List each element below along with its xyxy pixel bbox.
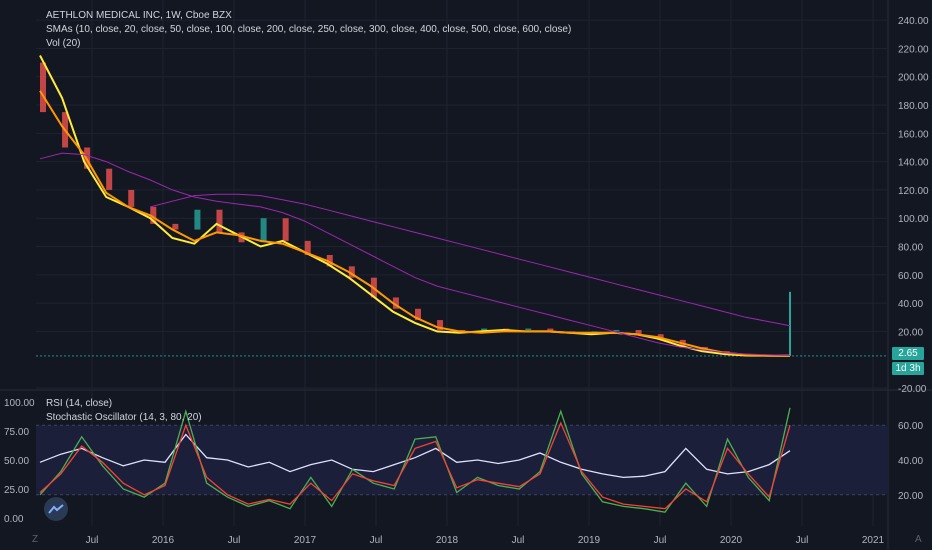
bar-countdown-badge: 1d 3h	[892, 362, 924, 375]
time-tick-label: Jul	[86, 535, 99, 546]
series-line-sma-200	[150, 193, 791, 327]
osc-right-tick: 60.00	[898, 421, 923, 432]
price-tick-label: 220.00	[898, 44, 929, 55]
price-candle	[260, 218, 267, 243]
timezone-toggle[interactable]: Z	[32, 534, 39, 545]
osc-right-tick: 40.00	[898, 456, 923, 467]
time-tick-label: 2016	[152, 535, 175, 546]
sma-legend[interactable]: SMAs (10, close, 20, close, 50, close, 1…	[46, 24, 572, 35]
price-candle	[348, 266, 355, 278]
price-tick-label: 120.00	[898, 186, 929, 197]
price-candle	[437, 320, 444, 330]
price-tick-label: 100.00	[898, 214, 929, 225]
chart-title: AETHLON MEDICAL INC, 1W, Cboe BZX	[46, 10, 232, 21]
price-tick-label: 140.00	[898, 158, 929, 169]
price-tick-label: 180.00	[898, 101, 929, 112]
series-line-sma-10	[39, 55, 791, 357]
price-candle	[216, 209, 223, 233]
time-tick-label: Jul	[796, 535, 809, 546]
price-tick-label: 160.00	[898, 129, 929, 140]
price-tick-label: 20.00	[898, 327, 923, 338]
price-tick-label: 240.00	[898, 16, 929, 27]
price-candle	[172, 223, 179, 230]
osc-left-tick: 50.00	[4, 456, 29, 467]
time-tick-label: 2021	[862, 535, 885, 546]
price-tick-label: 200.00	[898, 73, 929, 84]
oscillator-line-stoch-k	[39, 407, 791, 513]
oscillator-line-stoch-d	[39, 421, 791, 510]
price-tick-label: 40.00	[898, 299, 923, 310]
tradingview-logo-icon[interactable]	[44, 497, 68, 521]
series-line-sma-100	[39, 152, 791, 356]
price-tick-label: 80.00	[898, 243, 923, 254]
time-tick-label: 2018	[436, 535, 459, 546]
osc-right-tick: 20.00	[898, 491, 923, 502]
price-candle	[40, 62, 46, 113]
auto-scale-toggle[interactable]: A	[915, 534, 922, 545]
time-tick-label: Jul	[370, 535, 383, 546]
price-candle	[194, 209, 201, 230]
oscillator-line-rsi	[39, 433, 791, 479]
price-candle	[150, 206, 157, 224]
price-candle	[525, 328, 532, 330]
price-candle	[304, 240, 311, 256]
price-candle	[547, 328, 554, 332]
osc-left-tick: 75.00	[4, 427, 29, 438]
time-tick-label: Jul	[228, 535, 241, 546]
price-candle	[392, 297, 399, 309]
osc-left-tick: 100.00	[4, 398, 35, 409]
time-tick-label: Jul	[654, 535, 667, 546]
volume-legend[interactable]: Vol (20)	[46, 38, 81, 49]
time-tick-label: Jul	[512, 535, 525, 546]
stochastic-legend[interactable]: Stochastic Oscillator (14, 3, 80, 20)	[46, 412, 202, 423]
time-tick-label: 2019	[578, 535, 601, 546]
price-tick-label: -20.00	[898, 384, 927, 395]
series-line-sma-20	[39, 90, 791, 357]
price-candle	[106, 168, 113, 190]
time-tick-label: 2020	[720, 535, 743, 546]
rsi-legend[interactable]: RSI (14, close)	[46, 398, 113, 409]
price-candle	[613, 329, 620, 332]
price-tick-label: 60.00	[898, 271, 923, 282]
time-tick-label: 2017	[294, 535, 317, 546]
osc-left-tick: 25.00	[4, 485, 29, 496]
osc-left-tick: 0.00	[4, 514, 24, 525]
price-candle	[128, 189, 135, 207]
price-candle	[326, 255, 333, 267]
price-candle	[415, 308, 421, 321]
price-candle	[635, 329, 642, 335]
last-price-badge: 2.65	[892, 347, 924, 360]
price-candle	[282, 218, 289, 241]
price-candle	[481, 328, 488, 332]
